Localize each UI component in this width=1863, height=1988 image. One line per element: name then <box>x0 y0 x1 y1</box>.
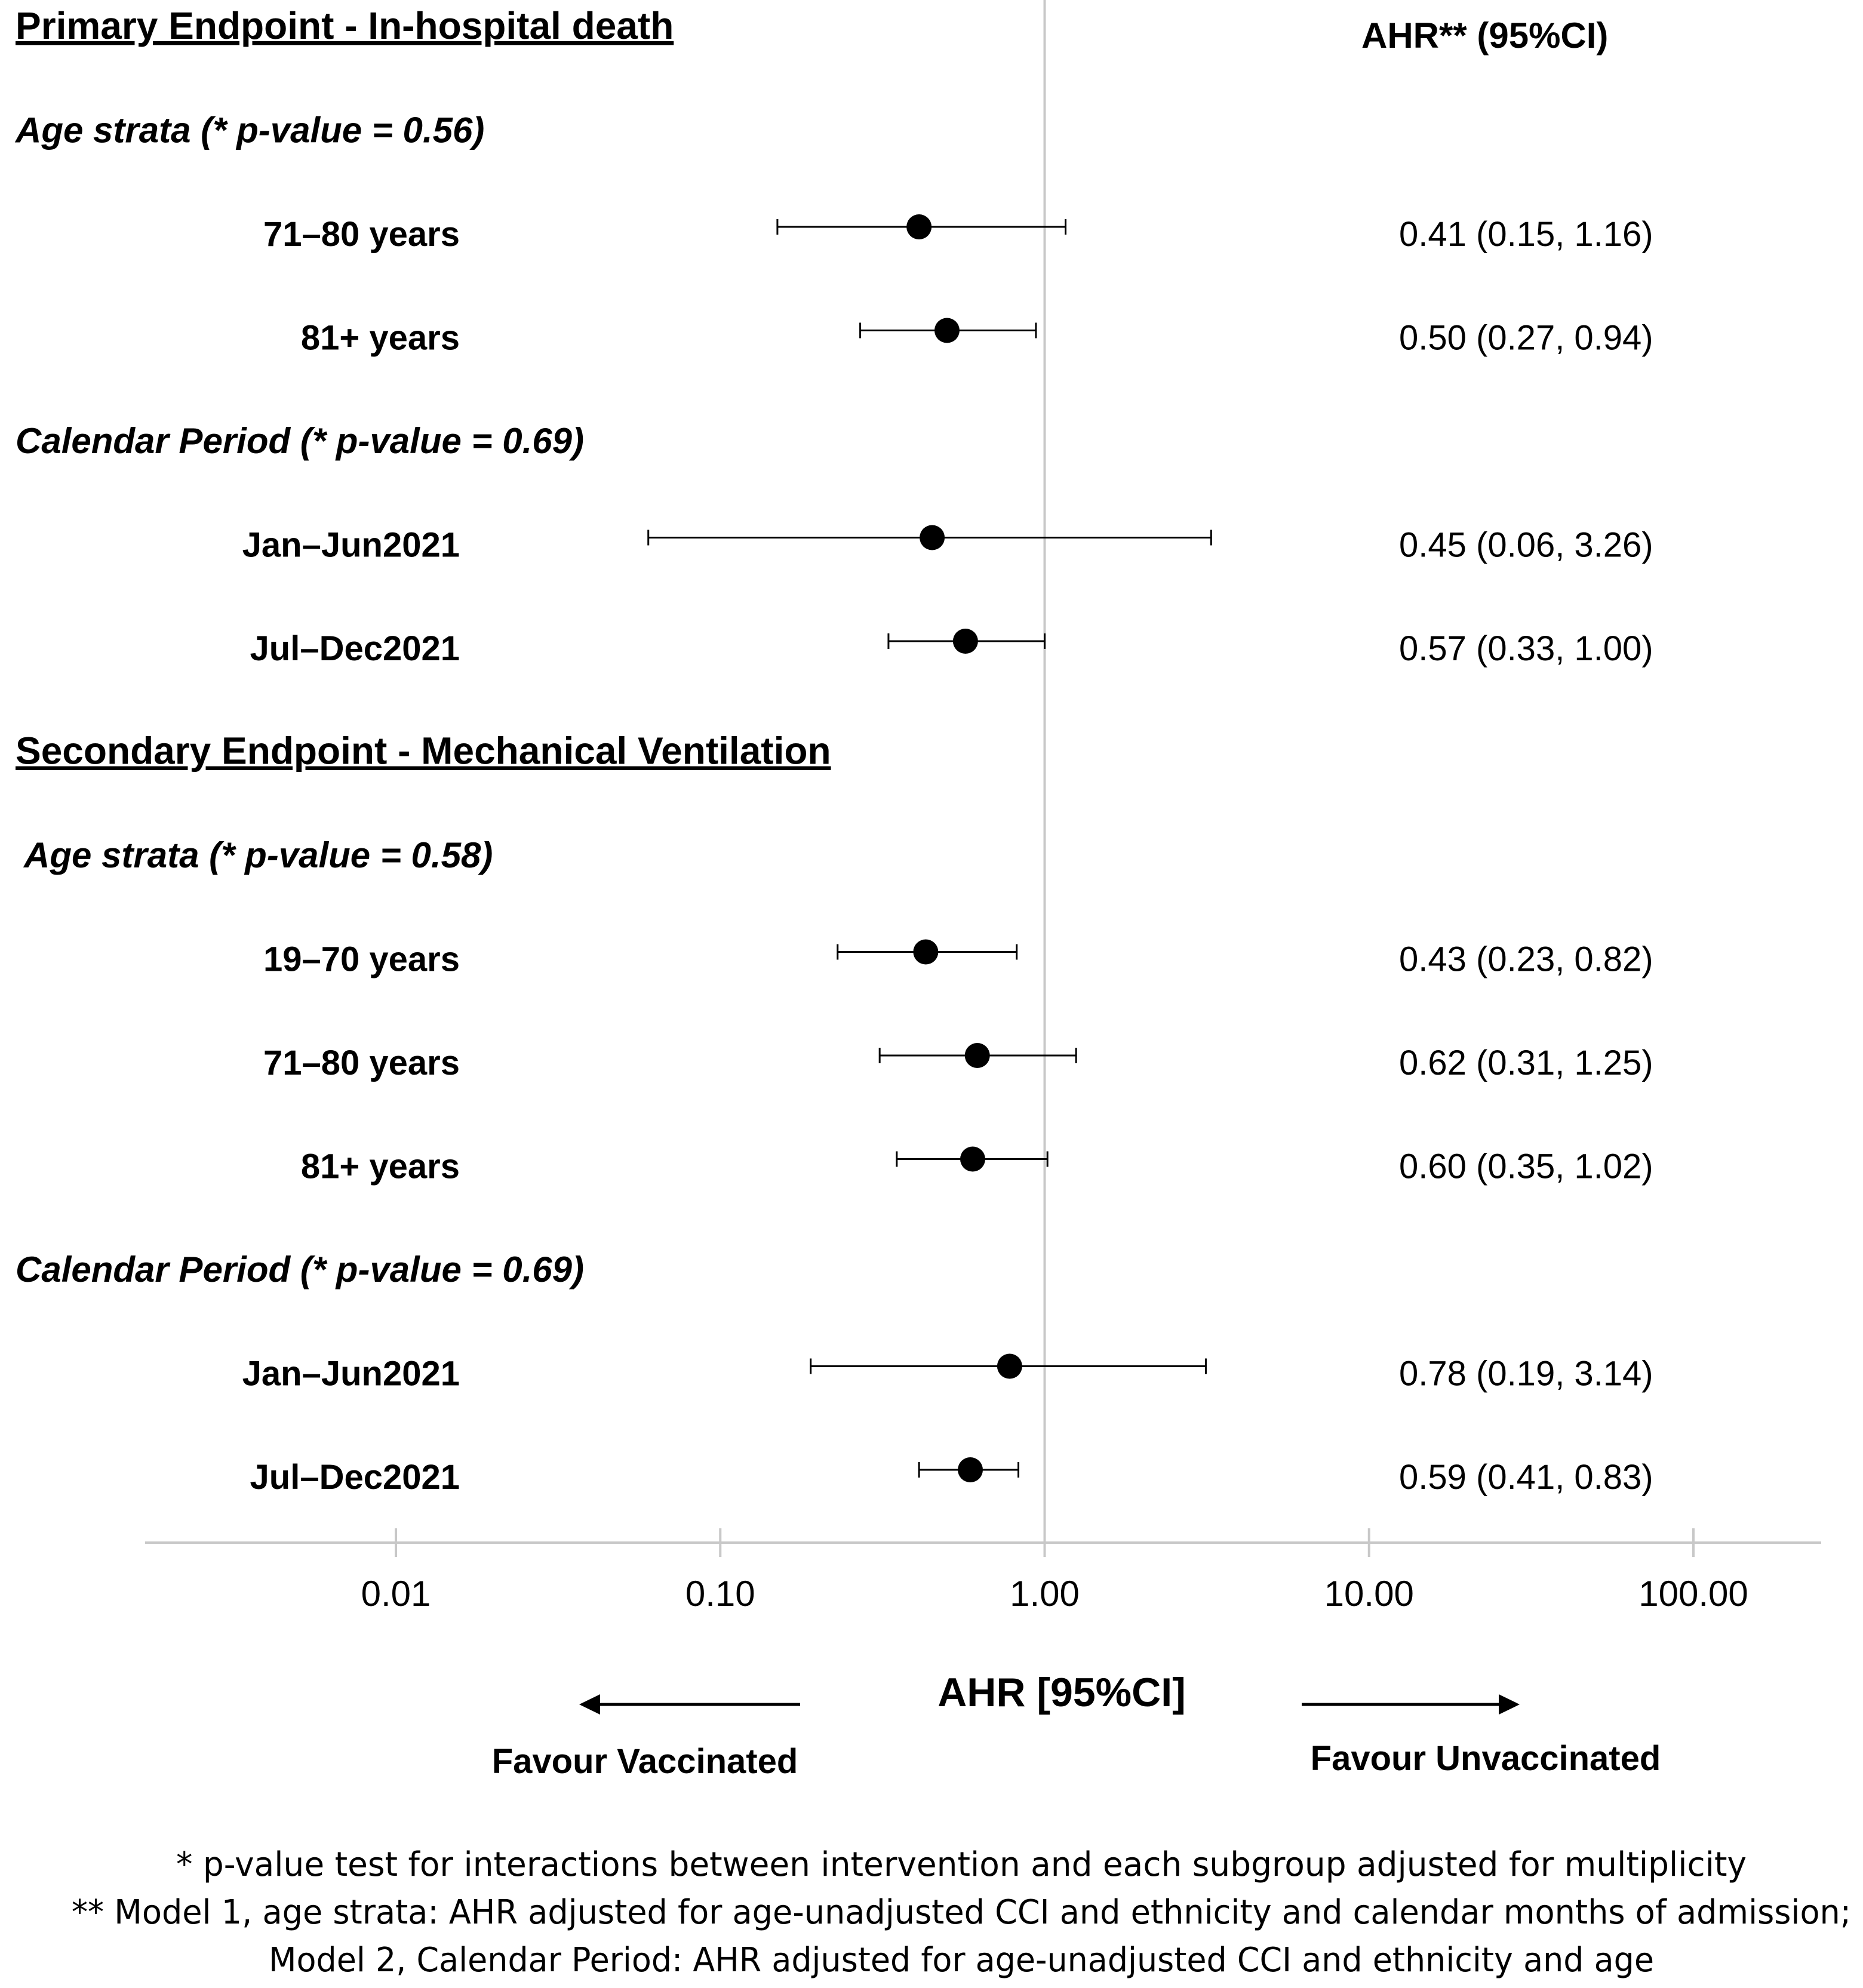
arrow-right-head <box>1499 1694 1520 1715</box>
row-label: 81+ years <box>301 1147 460 1186</box>
estimate-text: 0.59 (0.41, 0.83) <box>1399 1458 1653 1497</box>
point-estimate <box>958 1457 983 1482</box>
x-tick-label: 10.00 <box>1324 1574 1414 1614</box>
point-estimate <box>934 318 960 343</box>
x-tick-label: 100.00 <box>1638 1574 1748 1614</box>
row-label: 71–80 years <box>263 1044 460 1082</box>
estimate-text: 0.62 (0.31, 1.25) <box>1399 1044 1653 1082</box>
point-estimate <box>906 214 932 239</box>
estimate-text: 0.43 (0.23, 0.82) <box>1399 940 1653 979</box>
group-title: Calendar Period (* p-value = 0.69) <box>16 1250 584 1290</box>
row-label: Jan–Jun2021 <box>242 526 460 565</box>
point-estimate <box>920 525 945 550</box>
arrow-left-head <box>579 1694 600 1715</box>
row-label: 81+ years <box>301 319 460 358</box>
x-tick-label: 1.00 <box>1010 1574 1080 1614</box>
row-label: Jan–Jun2021 <box>242 1355 460 1393</box>
footnote: Model 2, Calendar Period: AHR adjusted f… <box>269 1941 1654 1980</box>
header-ahr-95ci: AHR** (95%CI) <box>1361 16 1608 56</box>
point-estimate <box>997 1353 1022 1379</box>
footnote: * p-value test for interactions between … <box>176 1845 1747 1884</box>
estimate-text: 0.50 (0.27, 0.94) <box>1399 319 1653 358</box>
row-label: Jul–Dec2021 <box>250 629 460 668</box>
row-label: 19–70 years <box>263 940 460 979</box>
x-axis-title: AHR [95%CI] <box>937 1670 1186 1715</box>
group-title: Calendar Period (* p-value = 0.69) <box>16 421 584 461</box>
point-estimate <box>964 1043 990 1068</box>
favour-vaccinated-label: Favour Vaccinated <box>492 1742 798 1781</box>
favour-unvaccinated-label: Favour Unvaccinated <box>1311 1739 1661 1778</box>
section-title: Primary Endpoint - In-hospital death <box>16 4 674 47</box>
point-estimate <box>960 1146 985 1172</box>
row-label: Jul–Dec2021 <box>250 1458 460 1497</box>
estimate-text: 0.60 (0.35, 1.02) <box>1399 1147 1653 1186</box>
section-title: Secondary Endpoint - Mechanical Ventilat… <box>16 730 831 773</box>
x-tick-label: 0.10 <box>685 1574 755 1614</box>
group-title: Age strata (* p-value = 0.58) <box>23 835 493 875</box>
estimate-text: 0.57 (0.33, 1.00) <box>1399 629 1653 668</box>
group-title: Age strata (* p-value = 0.56) <box>14 110 484 150</box>
point-estimate <box>952 629 978 654</box>
estimate-text: 0.78 (0.19, 3.14) <box>1399 1355 1653 1393</box>
point-estimate <box>913 939 939 965</box>
estimate-text: 0.41 (0.15, 1.16) <box>1399 215 1653 254</box>
row-label: 71–80 years <box>263 215 460 254</box>
x-tick-label: 0.01 <box>361 1574 431 1614</box>
footnote: ** Model 1, age strata: AHR adjusted for… <box>72 1893 1851 1932</box>
estimate-text: 0.45 (0.06, 3.26) <box>1399 526 1653 565</box>
